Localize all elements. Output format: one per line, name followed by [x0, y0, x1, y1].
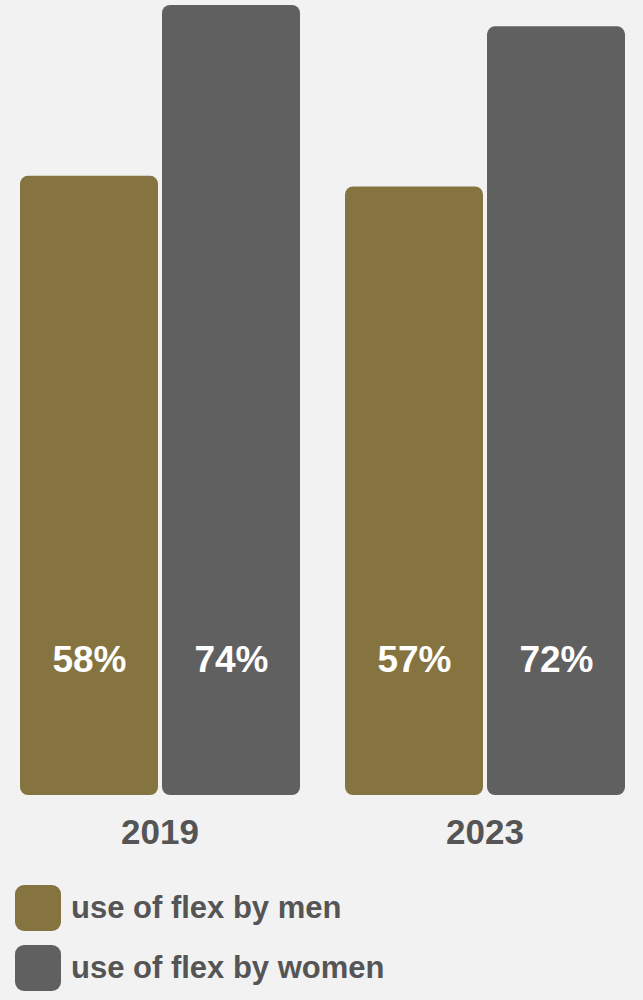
svg-text:2019: 2019 — [121, 812, 199, 851]
svg-text:74%: 74% — [194, 639, 268, 680]
svg-text:57%: 57% — [377, 639, 451, 680]
html-text:use of flex by women: use of flex by women — [71, 950, 385, 985]
html-text:use of flex by men: use of flex by men — [71, 890, 342, 925]
svg-text:72%: 72% — [519, 639, 593, 680]
svg-text:58%: 58% — [52, 639, 126, 680]
svg-text:2023: 2023 — [446, 812, 524, 851]
